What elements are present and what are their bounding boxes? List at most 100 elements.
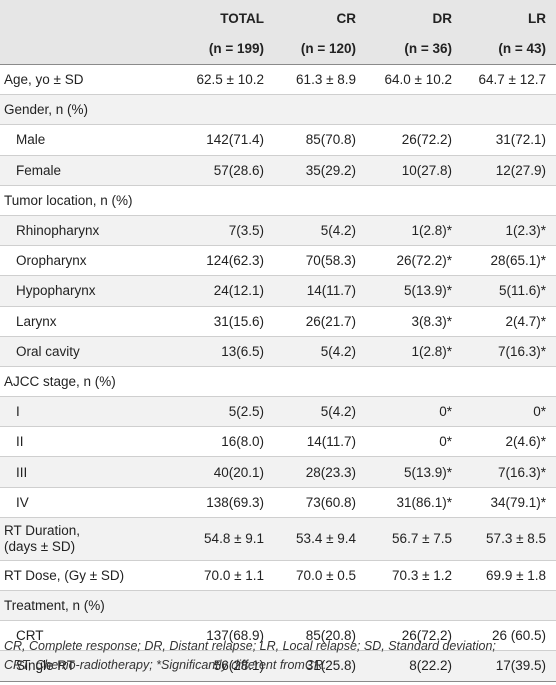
header-blank <box>0 0 163 33</box>
cell-value <box>366 185 462 216</box>
table-row: Age, yo ± SD 62.5 ± 10.2 61.3 ± 8.9 64.0 ± … <box>0 64 556 96</box>
cell-value: 7(3.5) <box>163 215 274 247</box>
cell-value: 124(62.3) <box>163 245 274 277</box>
cell-value: 34(79.1)* <box>462 487 556 518</box>
cell-value: 28(23.3) <box>274 456 366 488</box>
header-total: TOTAL <box>163 0 274 33</box>
row-label-text: Hypopharynx <box>16 283 96 299</box>
cell-value <box>163 590 274 622</box>
table-row: CRT 137(68.9) 85(20.8) 26(72.2) 26 (60.5) <box>0 620 556 652</box>
row-label-text: Oropharynx <box>16 253 87 269</box>
table-row: Oropharynx 124(62.3) 70(58.3) 26(72.2)* 28(6… <box>0 245 556 277</box>
row-label: IV <box>0 487 163 518</box>
cell-value: 64.7 ± 12.7 <box>462 64 556 96</box>
cell-value: 26(72.2) <box>366 620 462 652</box>
cell-value <box>274 185 366 216</box>
cell-value <box>366 590 462 622</box>
cell-value: 5(13.9)* <box>366 275 462 307</box>
cell-value: 85(70.8) <box>274 124 366 156</box>
cell-value <box>274 94 366 126</box>
table-row: Oral cavity 13(6.5) 5(4.2) 1(2.8)* 7(16.3)* <box>0 336 556 367</box>
row-label: Female <box>0 155 163 186</box>
footnote-line-2: CRT, Chemo-radiotherapy; *Significantly … <box>4 658 327 672</box>
table-row: Larynx 31(15.6) 26(21.7) 3(8.3)* 2(4.7)* <box>0 306 556 337</box>
row-label: Gender, n (%) <box>0 94 163 126</box>
cell-value: 1(2.8)* <box>366 336 462 367</box>
table-row: Single RT 56(28.1) 31(25.8) 8(22.2) 17(39.5) <box>0 650 556 682</box>
cell-value: 14(11.7) <box>274 275 366 307</box>
table-body: Age, yo ± SD 62.5 ± 10.2 61.3 ± 8.9 64.0 ± … <box>0 64 556 682</box>
table-header: TOTAL CR DR LR (n = 199) (n = 120) (n = … <box>0 0 556 65</box>
cell-value: 31(72.1) <box>462 124 556 156</box>
table-row: RT Duration, (days ± SD) 54.8 ± 9.1 53.4 ± … <box>0 517 556 561</box>
cell-value: 64.0 ± 10.2 <box>366 64 462 96</box>
row-label: Male <box>0 124 163 156</box>
cell-value: 26(72.2)* <box>366 245 462 277</box>
cell-value: 53.4 ± 9.4 <box>274 517 366 561</box>
row-label-text: Oral cavity <box>16 343 80 359</box>
row-label: Single RT <box>0 650 163 682</box>
cell-value <box>462 94 556 126</box>
cell-value: 142(71.4) <box>163 124 274 156</box>
cell-value: 5(11.6)* <box>462 275 556 307</box>
row-label-text-2: (days ± SD) <box>4 538 76 554</box>
row-label: CRT <box>0 620 163 652</box>
row-label-text: Gender, n (%) <box>4 102 89 118</box>
cell-value: 5(13.9)* <box>366 456 462 488</box>
row-label-text: Rhinopharynx <box>16 223 100 239</box>
row-label: Tumor location, n (%) <box>0 185 163 216</box>
row-label: RT Dose, (Gy ± SD) <box>0 560 163 592</box>
cell-value: 56(28.1) <box>163 650 274 682</box>
cell-value: 0* <box>366 426 462 458</box>
cell-value: 70.0 ± 1.1 <box>163 560 274 592</box>
row-label-text: II <box>16 434 24 450</box>
cell-value: 14(11.7) <box>274 426 366 458</box>
cell-value: 5(2.5) <box>163 396 274 428</box>
cell-value: 69.9 ± 1.8 <box>462 560 556 592</box>
table-row: Tumor location, n (%) <box>0 185 556 216</box>
cell-value: 61.3 ± 8.9 <box>274 64 366 96</box>
cell-value <box>462 185 556 216</box>
cell-value <box>366 366 462 398</box>
cell-value: 24(12.1) <box>163 275 274 307</box>
header-lr: LR <box>462 0 556 33</box>
row-label-text: Single RT <box>16 658 76 674</box>
cell-value: 31(25.8) <box>274 650 366 682</box>
row-label: Larynx <box>0 306 163 337</box>
row-label: Oropharynx <box>0 245 163 277</box>
cell-value <box>163 94 274 126</box>
header-cr-n: (n = 120) <box>274 33 366 65</box>
cell-value: 35(29.2) <box>274 155 366 186</box>
cell-value: 137(68.9) <box>163 620 274 652</box>
table-row: IV 138(69.3) 73(60.8) 31(86.1)* 34(79.1)* <box>0 487 556 518</box>
row-label: III <box>0 456 163 488</box>
row-label: Age, yo ± SD <box>0 64 163 96</box>
cell-value: 62.5 ± 10.2 <box>163 64 274 96</box>
row-label-text: CRT <box>16 628 44 644</box>
row-label: Oral cavity <box>0 336 163 367</box>
row-label: Treatment, n (%) <box>0 590 163 622</box>
cell-value: 31(86.1)* <box>366 487 462 518</box>
header-total-n: (n = 199) <box>163 33 274 65</box>
row-label-text: RT Duration, <box>4 522 81 538</box>
row-label: Hypopharynx <box>0 275 163 307</box>
cell-value: 0* <box>366 396 462 428</box>
cell-value: 0* <box>462 396 556 428</box>
cell-value: 73(60.8) <box>274 487 366 518</box>
row-label-text: III <box>16 464 28 480</box>
table-row: I 5(2.5) 5(4.2) 0* 0* <box>0 396 556 428</box>
header-cr: CR <box>274 0 366 33</box>
cell-value <box>462 590 556 622</box>
cell-value: 12(27.9) <box>462 155 556 186</box>
header-dr: DR <box>366 0 462 33</box>
cell-value: 5(4.2) <box>274 336 366 367</box>
row-label-text: Treatment, n (%) <box>4 598 105 614</box>
table-row: Male 142(71.4) 85(70.8) 26(72.2) 31(72.1) <box>0 124 556 156</box>
table-row: AJCC stage, n (%) <box>0 366 556 398</box>
cell-value: 2(4.7)* <box>462 306 556 337</box>
cell-value: 7(16.3)* <box>462 456 556 488</box>
cell-value: 85(20.8) <box>274 620 366 652</box>
cell-value: 13(6.5) <box>163 336 274 367</box>
row-label-text: RT Dose, (Gy ± SD) <box>4 567 125 583</box>
